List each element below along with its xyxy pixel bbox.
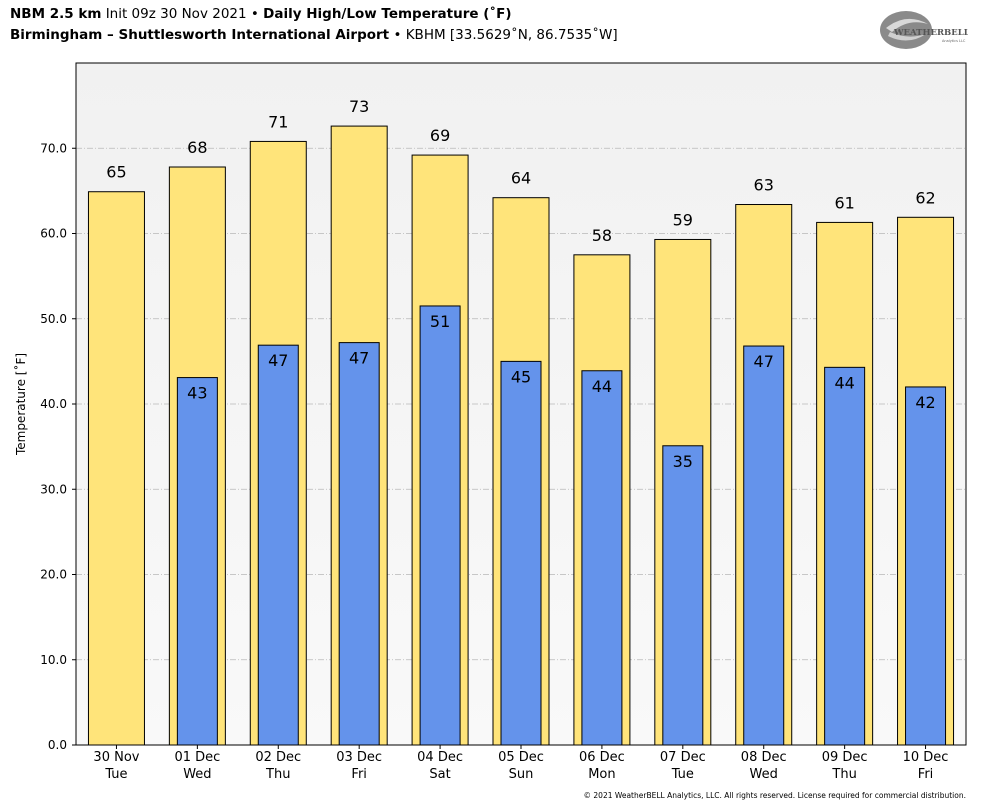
low-temp-bar — [500, 360, 542, 746]
low-temp-label: 47 — [268, 351, 288, 370]
chart-subtitle: Birmingham – Shuttlesworth International… — [10, 27, 618, 43]
x-tick-weekday: Thu — [831, 767, 856, 782]
low-temp-label: 44 — [834, 373, 854, 392]
x-tick-date: 02 Dec — [255, 750, 301, 765]
y-tick-label: 70.0 — [40, 141, 67, 155]
x-tick-weekday: Mon — [588, 767, 615, 782]
x-tick-weekday: Sun — [509, 767, 534, 782]
low-temp-bar — [419, 305, 461, 746]
y-axis-label: Temperature [˚F] — [13, 353, 28, 456]
x-tick-weekday: Fri — [351, 767, 367, 782]
low-temp-label: 47 — [349, 349, 369, 368]
y-tick-label: 30.0 — [40, 482, 67, 496]
axis-ticks: 0.0 10.0 20.0 30.0 40.0 50.0 60.0 70.0 30 Nov Tue… — [40, 141, 948, 782]
low-temp-bar — [905, 386, 947, 746]
logo-subtext: Analytics LLC — [942, 39, 966, 43]
low-temp-label: 51 — [430, 312, 450, 331]
init-time: Init 09z 30 Nov 2021 — [105, 6, 247, 22]
low-temp-label: 47 — [754, 352, 774, 371]
x-tick-date: 04 Dec — [417, 750, 463, 765]
x-tick-date: 01 Dec — [174, 750, 220, 765]
x-tick-weekday: Fri — [918, 767, 934, 782]
y-tick-label: 60.0 — [40, 227, 67, 241]
x-tick-date: 06 Dec — [579, 750, 625, 765]
weatherbell-logo: WEATHERBELL Analytics LLC — [880, 11, 968, 49]
high-temp-label: 64 — [511, 169, 531, 188]
high-temp-label: 59 — [673, 210, 693, 229]
low-temp-bar — [662, 445, 704, 746]
product-name: Daily High/Low Temperature (˚F) — [263, 6, 512, 22]
low-temp-label: 44 — [592, 377, 612, 396]
x-tick-date: 10 Dec — [903, 750, 949, 765]
y-tick-label: 0.0 — [48, 738, 67, 752]
low-temp-bar — [257, 344, 299, 746]
bars: 65 68 43 71 47 73 47 69 51 64 45 58 44 59 35 63 47 61 44 62… — [87, 97, 955, 746]
high-temp-label: 61 — [834, 193, 854, 212]
low-temp-label: 42 — [915, 393, 935, 412]
x-tick-weekday: Wed — [183, 767, 211, 782]
y-tick-label: 40.0 — [40, 397, 67, 411]
high-temp-label: 69 — [430, 126, 450, 145]
x-tick-date: 07 Dec — [660, 750, 706, 765]
station-info: KBHM [33.5629˚N, 86.7535˚W] — [405, 27, 618, 43]
low-temp-bar — [824, 366, 866, 746]
x-tick-date: 09 Dec — [822, 750, 868, 765]
x-tick-date: 03 Dec — [336, 750, 382, 765]
low-temp-bar — [581, 370, 623, 746]
x-tick-date: 30 Nov — [93, 750, 139, 765]
title-separator: • — [250, 6, 259, 22]
x-tick-weekday: Tue — [671, 767, 694, 782]
y-tick-label: 10.0 — [40, 653, 67, 667]
low-temp-label: 43 — [187, 384, 207, 403]
high-temp-bar — [87, 191, 145, 746]
low-temp-bar — [338, 342, 380, 746]
x-tick-weekday: Wed — [750, 767, 778, 782]
y-tick-label: 50.0 — [40, 312, 67, 326]
x-tick-date: 05 Dec — [498, 750, 544, 765]
x-tick-weekday: Tue — [104, 767, 127, 782]
subtitle-separator: • — [393, 27, 402, 43]
copyright-footer: © 2021 WeatherBELL Analytics, LLC. All r… — [583, 791, 966, 800]
logo-text: WEATHERBELL — [893, 28, 968, 38]
station-name: Birmingham – Shuttlesworth International… — [10, 27, 390, 43]
high-temp-label: 58 — [592, 226, 612, 245]
low-temp-bar — [743, 345, 785, 746]
x-tick-date: 08 Dec — [741, 750, 787, 765]
high-temp-label: 73 — [349, 97, 369, 116]
y-tick-label: 20.0 — [40, 568, 67, 582]
high-temp-label: 65 — [106, 163, 126, 182]
model-name: NBM 2.5 km — [10, 6, 102, 22]
x-tick-weekday: Sat — [429, 767, 450, 782]
high-temp-label: 71 — [268, 112, 288, 131]
high-temp-label: 63 — [754, 176, 774, 195]
low-temp-label: 45 — [511, 367, 531, 386]
high-temp-label: 68 — [187, 138, 207, 157]
chart-title: NBM 2.5 km Init 09z 30 Nov 2021 • Daily … — [10, 6, 512, 22]
low-temp-bar — [176, 377, 218, 746]
x-tick-weekday: Thu — [265, 767, 290, 782]
high-temp-label: 62 — [915, 188, 935, 207]
low-temp-label: 35 — [673, 452, 693, 471]
